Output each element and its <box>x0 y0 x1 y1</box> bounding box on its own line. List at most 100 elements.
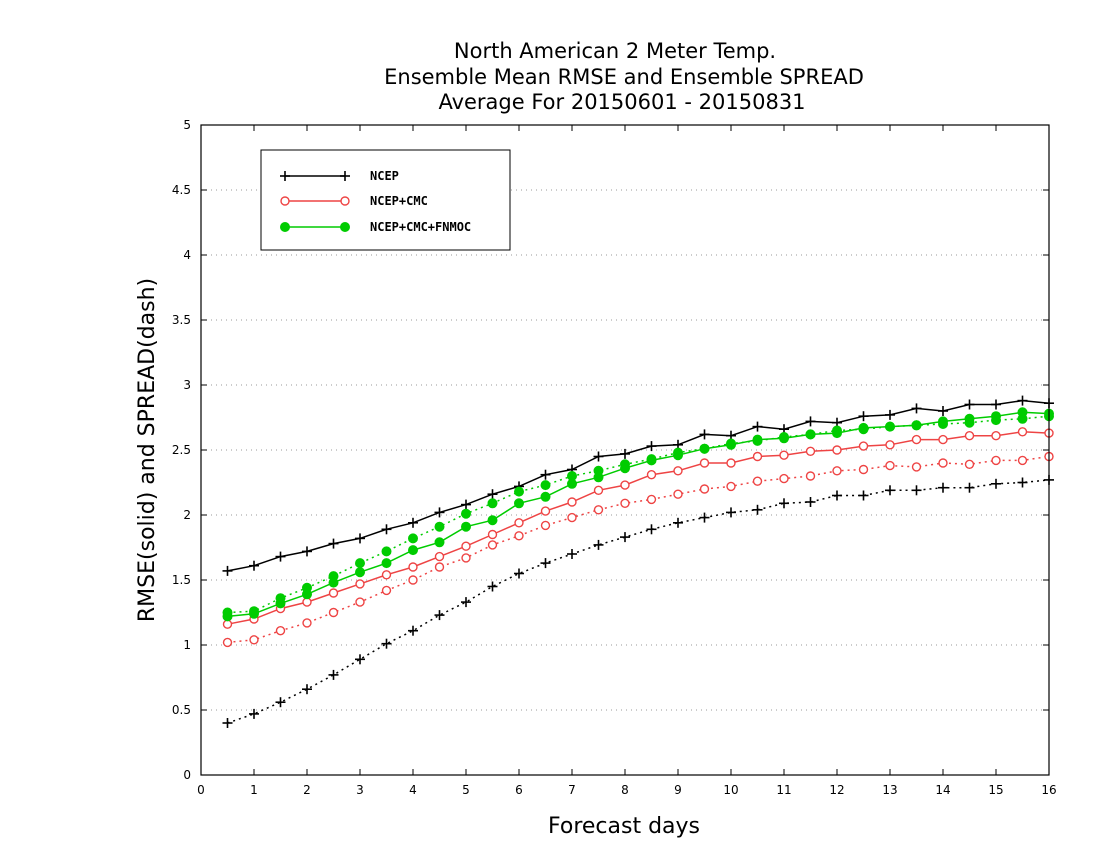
x-tick-label: 16 <box>1041 783 1056 797</box>
data-point-ncep-spread <box>832 490 842 501</box>
data-point-ncep-spread <box>328 669 339 680</box>
y-tick-label: 4.5 <box>172 183 191 197</box>
legend-sample-0 <box>280 171 350 181</box>
data-point-ncep-cmc-spread <box>434 562 445 572</box>
data-point-ncep-cmc-spread <box>805 471 816 481</box>
x-tick-label: 13 <box>882 783 897 797</box>
legend-sample-marker <box>340 171 350 181</box>
data-point-ncep-cmc-rmse <box>673 466 683 476</box>
data-point-ncep-cmc-spread <box>885 460 895 471</box>
data-point-ncep-cmc-spread <box>1017 455 1028 466</box>
legend-sample-marker <box>280 196 290 206</box>
data-point-ncep-spread <box>620 532 630 543</box>
data-point-ncep-rmse <box>461 499 471 510</box>
data-point-ncep-cmc-spread <box>355 597 365 607</box>
series-line-ncep-spread <box>227 479 1050 724</box>
data-point-ncep-cmc-fnmoc-spread <box>222 607 233 618</box>
data-point-ncep-spread <box>752 504 763 515</box>
data-point-ncep-cmc-rmse <box>408 562 418 572</box>
chart-title: North American 2 Meter Temp. Ensemble Me… <box>384 39 864 114</box>
data-point-ncep-cmc-spread <box>302 618 312 628</box>
series-line-ncep-cmc-rmse <box>227 431 1050 625</box>
data-point-ncep-cmc-fnmoc-spread <box>514 486 524 497</box>
data-point-ncep-cmc-fnmoc-spread <box>646 454 657 465</box>
data-point-ncep-cmc-spread <box>646 494 657 505</box>
data-point-ncep-cmc-fnmoc-spread <box>911 420 922 431</box>
data-point-ncep-rmse <box>964 399 975 410</box>
data-point-ncep-spread <box>593 539 604 550</box>
data-point-ncep-spread <box>540 558 551 569</box>
data-point-ncep-cmc-rmse <box>699 458 710 468</box>
data-point-ncep-cmc-fnmoc-spread <box>885 421 895 432</box>
series-line-ncep-cmc-fnmoc-spread <box>227 415 1050 614</box>
data-point-ncep-cmc-fnmoc-spread <box>593 465 604 476</box>
data-point-ncep-cmc-spread <box>275 626 286 636</box>
data-point-ncep-spread <box>699 512 710 523</box>
data-point-ncep-cmc-fnmoc-spread <box>1017 413 1028 424</box>
data-point-ncep-spread <box>461 597 471 608</box>
legend-sample-2 <box>280 222 350 232</box>
data-point-ncep-rmse <box>805 416 816 427</box>
y-axis-label: RMSE(solid) and SPREAD(dash) <box>135 278 160 622</box>
data-point-ncep-rmse <box>275 551 286 562</box>
data-point-ncep-cmc-spread <box>328 607 339 618</box>
data-point-ncep-spread <box>991 478 1001 489</box>
data-point-ncep-cmc-rmse <box>964 431 975 441</box>
data-point-ncep-cmc-spread <box>779 473 789 484</box>
data-point-ncep-rmse <box>355 533 365 544</box>
data-point-ncep-cmc-spread <box>673 489 683 499</box>
data-point-ncep-cmc-fnmoc-spread <box>805 429 816 440</box>
data-point-ncep-cmc-spread <box>408 575 418 585</box>
data-point-ncep-cmc-rmse <box>858 441 869 451</box>
data-point-ncep-cmc-fnmoc-spread <box>832 425 842 436</box>
data-point-ncep-cmc-rmse <box>328 588 339 598</box>
data-point-ncep-rmse <box>911 403 922 414</box>
data-point-ncep-cmc-rmse <box>461 541 471 551</box>
data-point-ncep-spread <box>381 638 392 649</box>
data-point-ncep-cmc-fnmoc-spread <box>779 432 789 442</box>
series-line-ncep-cmc-fnmoc-rmse <box>227 411 1050 618</box>
data-point-ncep-rmse <box>328 538 339 549</box>
data-point-ncep-cmc-spread <box>699 484 710 494</box>
data-point-ncep-spread <box>302 684 312 695</box>
title-line-1: North American 2 Meter Temp. <box>454 39 776 63</box>
x-tick-label: 1 <box>250 783 258 797</box>
data-point-ncep-rmse <box>938 406 948 416</box>
y-tick-label: 2 <box>183 508 191 522</box>
data-point-ncep-spread <box>1017 477 1028 488</box>
x-tick-label: 9 <box>674 783 682 797</box>
data-point-ncep-cmc-fnmoc-rmse <box>434 537 445 548</box>
data-point-ncep-cmc-fnmoc-spread <box>938 419 948 429</box>
data-point-ncep-cmc-rmse <box>355 579 365 589</box>
series-ncep-cmc-spread <box>222 451 1054 648</box>
data-point-ncep-spread <box>858 490 869 501</box>
x-tick-label: 0 <box>197 783 205 797</box>
data-point-ncep-spread <box>805 497 816 507</box>
data-point-ncep-spread <box>249 708 259 719</box>
data-point-ncep-rmse <box>593 451 604 462</box>
data-point-ncep-cmc-fnmoc-spread <box>408 533 418 544</box>
data-point-ncep-cmc-rmse <box>381 570 392 580</box>
data-point-ncep-cmc-fnmoc-rmse <box>461 521 471 532</box>
x-tick-label: 8 <box>621 783 629 797</box>
x-tick-label: 6 <box>515 783 523 797</box>
data-point-ncep-rmse <box>540 469 551 480</box>
data-point-ncep-cmc-fnmoc-rmse <box>408 545 418 556</box>
data-point-ncep-spread <box>938 482 948 493</box>
data-point-ncep-cmc-rmse <box>540 506 551 516</box>
data-point-ncep-cmc-rmse <box>938 434 948 445</box>
data-point-ncep-cmc-rmse <box>1017 427 1028 437</box>
legend-sample-marker <box>340 222 350 232</box>
data-point-ncep-rmse <box>620 448 630 459</box>
legend-sample-marker <box>280 222 290 232</box>
x-axis-label: Forecast days <box>548 814 700 839</box>
data-point-ncep-cmc-spread <box>726 481 736 492</box>
data-point-ncep-rmse <box>752 421 763 432</box>
data-point-ncep-cmc-spread <box>540 520 551 531</box>
data-point-ncep-cmc-fnmoc-spread <box>434 521 445 532</box>
data-point-ncep-cmc-rmse <box>752 451 763 462</box>
series-ncep-cmc-rmse <box>222 427 1054 629</box>
data-point-ncep-rmse <box>408 517 418 528</box>
data-point-ncep-cmc-rmse <box>593 485 604 495</box>
y-tick-label: 4 <box>183 248 191 262</box>
